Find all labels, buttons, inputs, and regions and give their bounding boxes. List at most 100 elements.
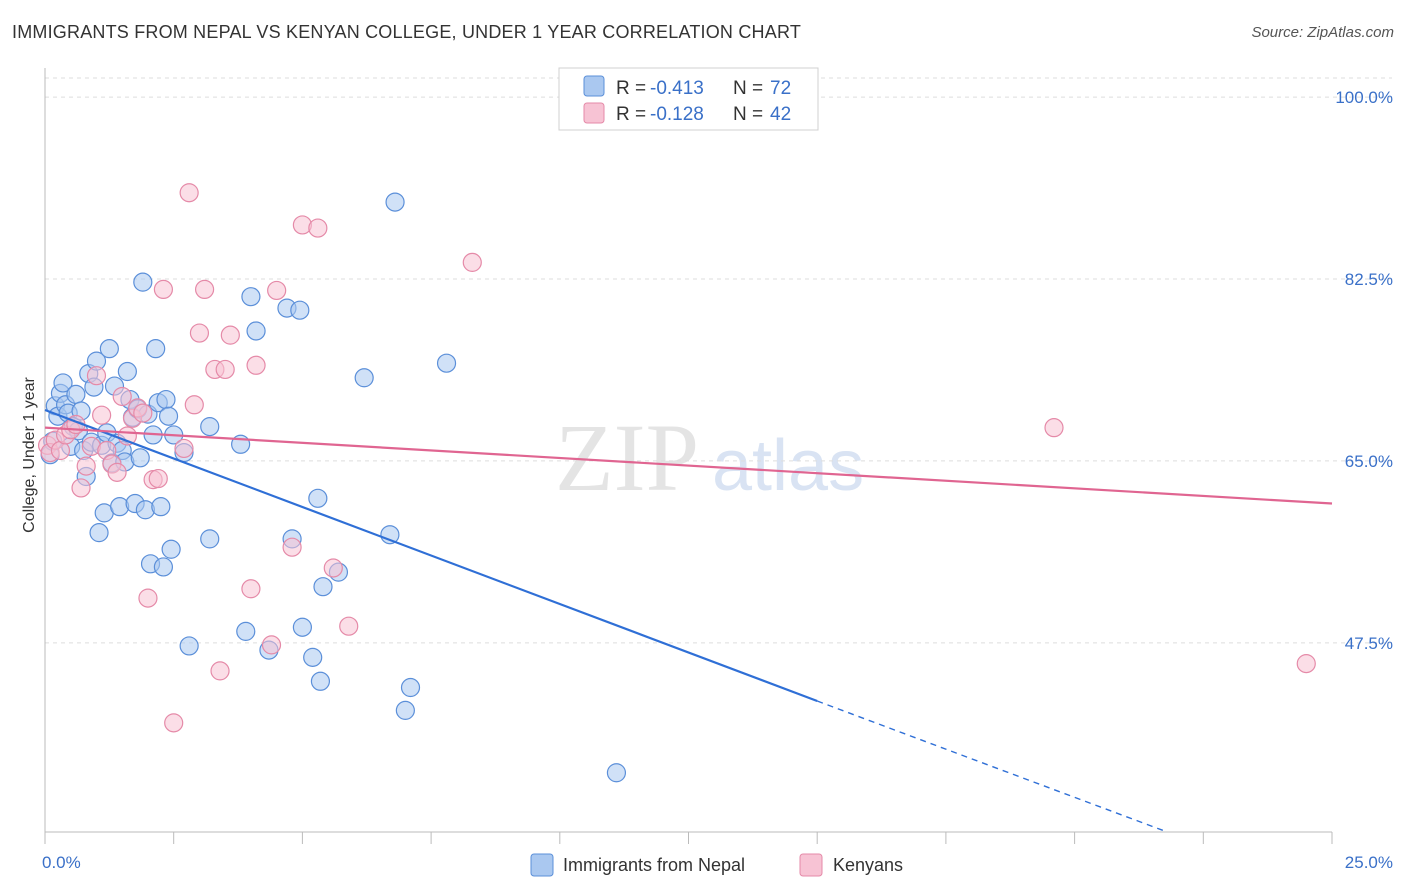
data-point <box>308 218 328 238</box>
bottom-legend-label-kenyans: Kenyans <box>833 855 903 875</box>
grid-lines <box>45 77 1392 644</box>
bottom-legend: Immigrants from Nepal Kenyans <box>530 853 903 877</box>
data-point <box>436 353 457 373</box>
data-point <box>53 373 73 393</box>
data-point <box>282 537 302 557</box>
data-point <box>189 323 210 343</box>
data-point <box>310 671 331 691</box>
data-point <box>89 523 109 543</box>
data-point <box>241 287 261 307</box>
data-point <box>323 558 343 578</box>
data-point <box>400 677 421 698</box>
data-point <box>194 279 215 300</box>
data-point <box>86 366 107 386</box>
data-point <box>130 448 150 468</box>
trend-line-kenyans <box>44 426 1333 505</box>
data-point <box>385 192 405 212</box>
data-point <box>606 763 627 783</box>
data-point <box>313 577 333 597</box>
data-point <box>99 339 119 359</box>
data-point <box>158 406 179 426</box>
data-point <box>1296 654 1316 674</box>
chart-title: IMMIGRANTS FROM NEPAL VS KENYAN COLLEGE,… <box>12 22 802 42</box>
series-kenyans-points <box>37 183 1316 733</box>
data-point <box>354 368 374 388</box>
data-point <box>133 272 153 292</box>
data-point <box>184 395 204 415</box>
data-point <box>292 215 312 235</box>
data-point <box>66 384 86 404</box>
data-point <box>71 478 91 498</box>
x-tick-label-min: 0.0% <box>42 853 81 872</box>
data-point <box>156 389 176 410</box>
y-tick-label: 82.5% <box>1345 270 1393 289</box>
data-point <box>138 588 158 608</box>
x-ticks <box>44 832 1333 844</box>
data-point <box>164 713 184 733</box>
bottom-legend-swatch-kenyans <box>799 853 823 877</box>
data-point <box>303 647 323 667</box>
series-nepal-points <box>40 192 627 783</box>
data-point <box>290 300 310 320</box>
y-tick-label: 100.0% <box>1335 88 1393 107</box>
data-point <box>153 279 174 300</box>
data-point <box>215 359 235 380</box>
data-point <box>107 462 127 482</box>
data-point <box>117 361 137 382</box>
data-point <box>135 500 155 520</box>
data-point <box>112 386 132 407</box>
data-point <box>153 557 174 577</box>
data-point <box>308 488 328 508</box>
y-tick-label: 47.5% <box>1345 634 1393 653</box>
data-point <box>261 635 282 655</box>
y-tick-label: 65.0% <box>1345 452 1393 471</box>
data-point <box>110 497 130 517</box>
legend-swatch-nepal <box>583 75 605 97</box>
data-point <box>220 325 240 345</box>
data-point <box>210 661 230 681</box>
data-point <box>241 579 261 599</box>
data-point <box>146 339 166 359</box>
data-point <box>339 616 359 636</box>
legend-r-value-nepal: -0.413 <box>650 78 704 99</box>
data-point <box>236 621 256 641</box>
data-point <box>1044 418 1064 438</box>
data-point <box>76 456 96 476</box>
data-point <box>200 417 220 437</box>
watermark-zip: ZIP <box>555 404 699 511</box>
scatter-points <box>37 183 1316 783</box>
legend-n-value-nepal: 72 <box>770 78 791 99</box>
legend-n-value-kenyans: 42 <box>770 104 791 125</box>
legend-swatch-kenyans <box>583 102 605 124</box>
chart-source: Source: ZipAtlas.com <box>1251 24 1394 41</box>
legend-r-label-nepal: R = <box>616 78 646 99</box>
data-point <box>179 636 199 656</box>
data-point <box>246 321 266 341</box>
top-legend: R = -0.413 N = 72 R = -0.128 N = 42 <box>558 67 819 131</box>
data-point <box>92 405 112 425</box>
legend-r-label-kenyans: R = <box>616 104 646 125</box>
x-tick-label-max: 25.0% <box>1345 853 1393 872</box>
trend-line-nepal-extension <box>816 700 1168 833</box>
data-point <box>151 497 171 517</box>
data-point <box>395 700 415 720</box>
watermark-atlas: atlas <box>712 426 864 506</box>
y-axis-title: College, Under 1 year <box>21 377 38 533</box>
bottom-legend-swatch-nepal <box>530 853 554 877</box>
data-point <box>292 617 312 637</box>
trend-line-nepal <box>44 408 818 703</box>
legend-r-value-kenyans: -0.128 <box>650 104 704 125</box>
data-point <box>179 183 199 203</box>
legend-n-label-kenyans: N = <box>733 104 763 125</box>
data-point <box>148 468 168 489</box>
data-point <box>246 355 266 375</box>
data-point <box>200 529 220 549</box>
bottom-legend-label-nepal: Immigrants from Nepal <box>563 855 745 875</box>
data-point <box>462 252 482 272</box>
trend-lines <box>44 408 1333 833</box>
legend-n-label-nepal: N = <box>733 78 763 99</box>
data-point <box>267 280 287 301</box>
data-point <box>161 539 181 559</box>
data-point <box>174 438 194 459</box>
